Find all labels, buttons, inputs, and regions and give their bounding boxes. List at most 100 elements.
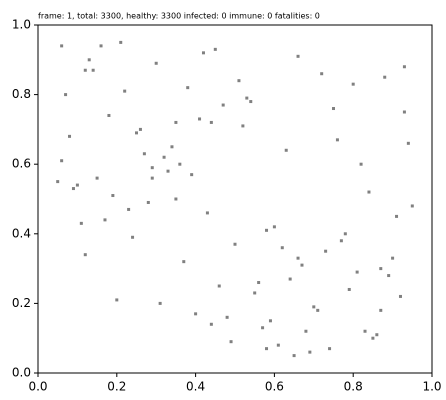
point [213, 47, 217, 51]
point [217, 284, 221, 288]
point [379, 267, 383, 271]
point [135, 131, 138, 135]
point [198, 117, 202, 121]
point [245, 96, 249, 100]
point [56, 180, 60, 184]
point [304, 329, 308, 333]
point [324, 249, 328, 253]
point [60, 44, 64, 48]
point [95, 176, 99, 180]
point [186, 86, 190, 90]
x-tick-label: 0.8 [344, 380, 363, 394]
y-tick-label: 0.0 [12, 366, 31, 380]
point [182, 260, 186, 264]
point [398, 294, 402, 298]
point [296, 256, 300, 260]
point [127, 207, 131, 211]
point [131, 235, 135, 239]
point [123, 89, 127, 93]
point [91, 68, 95, 72]
point [284, 148, 288, 152]
point [375, 333, 379, 337]
point [138, 127, 142, 131]
point [83, 68, 87, 72]
point [328, 347, 332, 351]
point [229, 340, 233, 344]
point [379, 308, 383, 312]
y-tick-label: 0.8 [12, 87, 31, 101]
point [355, 270, 359, 274]
point [276, 343, 280, 347]
x-tick-label: 0.6 [265, 380, 284, 394]
point [87, 58, 91, 62]
point [367, 190, 371, 194]
point [402, 65, 406, 69]
point [406, 141, 410, 145]
point [107, 113, 111, 117]
point [194, 312, 198, 316]
point [343, 232, 347, 236]
point [233, 242, 237, 246]
point [253, 291, 257, 295]
plot-frame [37, 24, 433, 374]
point [320, 72, 324, 76]
point [316, 308, 320, 312]
point [174, 197, 178, 201]
y-tick-label: 0.2 [12, 296, 31, 310]
point [115, 298, 119, 302]
point [103, 218, 107, 222]
point [225, 315, 229, 319]
point [288, 277, 292, 281]
y-tick-label: 1.0 [12, 18, 31, 32]
point [154, 61, 158, 65]
point [339, 239, 343, 243]
point [170, 145, 174, 149]
y-tick-label: 0.4 [12, 226, 31, 240]
point [174, 120, 178, 124]
point [335, 138, 339, 142]
point [292, 354, 296, 358]
point [68, 134, 72, 138]
point [265, 347, 269, 351]
point [308, 350, 312, 354]
point [150, 166, 154, 170]
point [395, 214, 399, 218]
x-tick-label: 0.4 [186, 380, 205, 394]
point [190, 173, 194, 177]
point [83, 253, 87, 257]
point [237, 79, 241, 83]
x-tick-label: 1.0 [422, 380, 441, 394]
x-tick-label: 0.0 [28, 380, 47, 394]
point [383, 75, 387, 79]
point [391, 256, 395, 260]
point [265, 228, 269, 232]
point [178, 162, 182, 166]
point [300, 263, 304, 267]
point [146, 200, 150, 204]
point [371, 336, 375, 340]
point [158, 301, 162, 305]
point [166, 169, 170, 173]
point [209, 322, 213, 326]
point [119, 40, 123, 44]
point [241, 124, 245, 128]
point [249, 100, 253, 104]
point [221, 103, 225, 107]
y-tick-label: 0.6 [12, 157, 31, 171]
point [142, 152, 146, 156]
point [60, 159, 64, 163]
x-tick-label: 0.2 [107, 380, 126, 394]
point [363, 329, 367, 333]
point [268, 319, 272, 323]
point [257, 281, 261, 285]
point [410, 204, 414, 208]
point [402, 110, 406, 114]
point [359, 162, 363, 166]
point [347, 287, 351, 291]
point [205, 211, 209, 215]
point [332, 107, 335, 111]
point [111, 194, 115, 198]
point [209, 120, 213, 124]
point [280, 246, 284, 250]
